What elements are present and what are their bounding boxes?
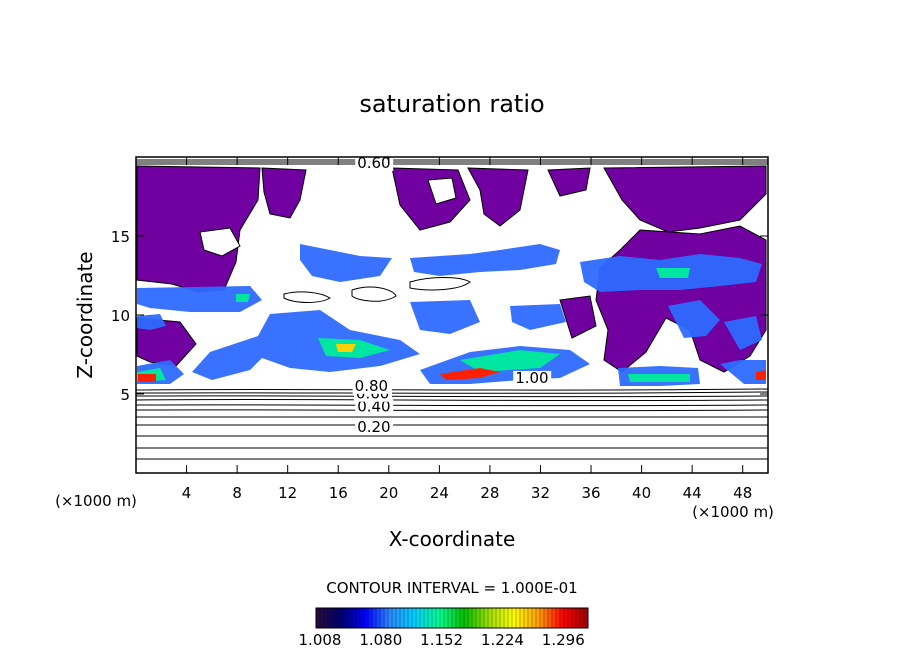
x-tick-label: 40 [632, 484, 651, 502]
x-tick-label: 20 [379, 484, 398, 502]
contour-label-bg [355, 156, 394, 172]
x-tick-label: 24 [430, 484, 449, 502]
contour-label: 1.00 [515, 369, 548, 387]
x-tick-label: 12 [278, 484, 297, 502]
contour-label: 0.80 [355, 377, 388, 395]
x-tick-label: 16 [329, 484, 348, 502]
y-axis: 5 10 15 [111, 228, 768, 404]
x-axis-label: X-coordinate [389, 527, 516, 551]
x-tick-label: 44 [683, 484, 702, 502]
x-tick-label: 32 [531, 484, 550, 502]
contour-label: 0.60 [357, 154, 390, 172]
contour-label: 0.20 [357, 418, 390, 436]
x-tick-label: 36 [581, 484, 600, 502]
x-tick-label: 4 [182, 484, 192, 502]
contour-interval-label: CONTOUR INTERVAL = 1.000E-01 [326, 579, 577, 597]
y-tick-label: 5 [120, 386, 130, 404]
colorbar-tick-label: 1.296 [542, 631, 585, 649]
colorbar: 1.008 1.080 1.152 1.224 1.296 [299, 607, 589, 649]
contour-label: 0.40 [357, 397, 390, 415]
colorbar-tick-label: 1.224 [481, 631, 524, 649]
x-tick-label: 48 [733, 484, 752, 502]
colorbar-tick-label: 1.152 [420, 631, 463, 649]
contour-labels: 0.200.400.600.801.000.60 [352, 154, 552, 436]
chart-title: saturation ratio [359, 90, 544, 118]
y-tick-label: 10 [111, 307, 130, 325]
colorbar-tick-label: 1.080 [359, 631, 402, 649]
colorbar-tick-label: 1.008 [299, 631, 342, 649]
x-unit-right: (×1000 m) [692, 503, 774, 521]
y-axis-label: Z-coordinate [73, 251, 97, 378]
contour-label-bg [513, 370, 552, 386]
x-tick-label: 8 [232, 484, 242, 502]
x-tick-label: 28 [480, 484, 499, 502]
plot-field [135, 157, 769, 473]
contour-label-bg [355, 399, 394, 415]
x-unit-left: (×1000 m) [55, 492, 137, 510]
contour-label-bg [352, 378, 391, 394]
contour-label-bg [355, 419, 394, 435]
x-axis: 4 8 12 16 20 24 28 32 36 40 44 48 [182, 157, 752, 502]
y-tick-label: 15 [111, 228, 130, 246]
